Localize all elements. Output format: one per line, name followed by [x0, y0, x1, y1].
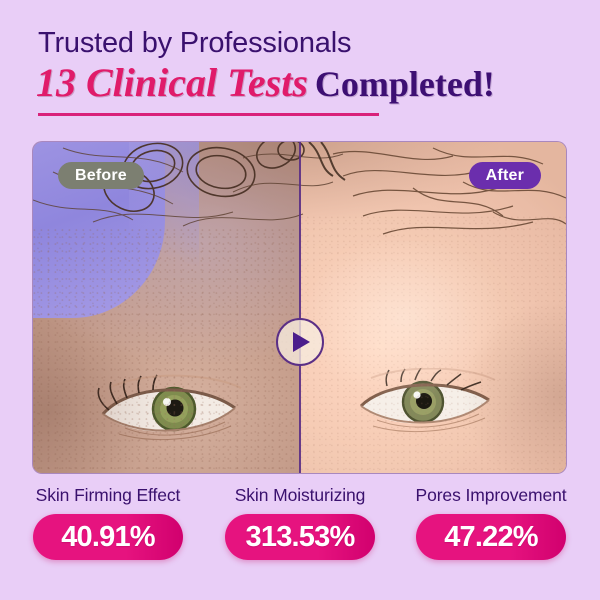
after-badge: After: [468, 162, 541, 189]
headline-trusted: Trusted by Professionals: [38, 27, 352, 59]
play-button[interactable]: [275, 318, 324, 366]
headline-accent-text: 13 Clinical Tests: [36, 60, 308, 105]
before-eye: [95, 374, 245, 446]
hair-region: [33, 142, 566, 237]
before-badge: Before: [58, 162, 144, 189]
stat-label: Pores Improvement: [415, 485, 567, 505]
stat-value-pill: 40.91%: [33, 514, 183, 560]
photo-image: Before After: [33, 142, 566, 473]
stat-label: Skin Firming Effect: [35, 485, 181, 505]
before-after-divider[interactable]: [298, 142, 301, 473]
after-skin-texture: [299, 214, 566, 473]
stats-row: Skin Firming Effect 40.91% Skin Moisturi…: [0, 485, 600, 585]
left-cheek-shadow: [33, 314, 193, 473]
after-eye: [351, 368, 501, 440]
stat-skin-moisturizing: Skin Moisturizing 313.53%: [205, 485, 395, 560]
stat-label: Skin Moisturizing: [234, 485, 366, 505]
stat-value-pill: 313.53%: [225, 514, 375, 560]
after-skin-sheen: [310, 241, 545, 434]
stat-value-pill: 47.22%: [416, 514, 566, 560]
before-after-photo[interactable]: Before After: [33, 142, 566, 473]
stat-value: 40.91%: [61, 520, 155, 553]
stat-pores-improvement: Pores Improvement 47.22%: [396, 485, 586, 560]
headline-underline: [38, 113, 379, 116]
play-icon: [293, 332, 310, 352]
stat-value: 47.22%: [444, 520, 538, 553]
header: Trusted by Professionals 13 Clinical Tes…: [0, 0, 600, 132]
headline-completed-text: Completed!: [314, 64, 495, 104]
stat-skin-firming-effect: Skin Firming Effect 40.91%: [13, 485, 203, 560]
right-cheek-shadow: [427, 300, 566, 473]
headline-tests: 13 Clinical Tests Completed!: [36, 63, 495, 103]
before-skin-texture: [33, 228, 300, 473]
stat-value: 313.53%: [245, 520, 356, 553]
